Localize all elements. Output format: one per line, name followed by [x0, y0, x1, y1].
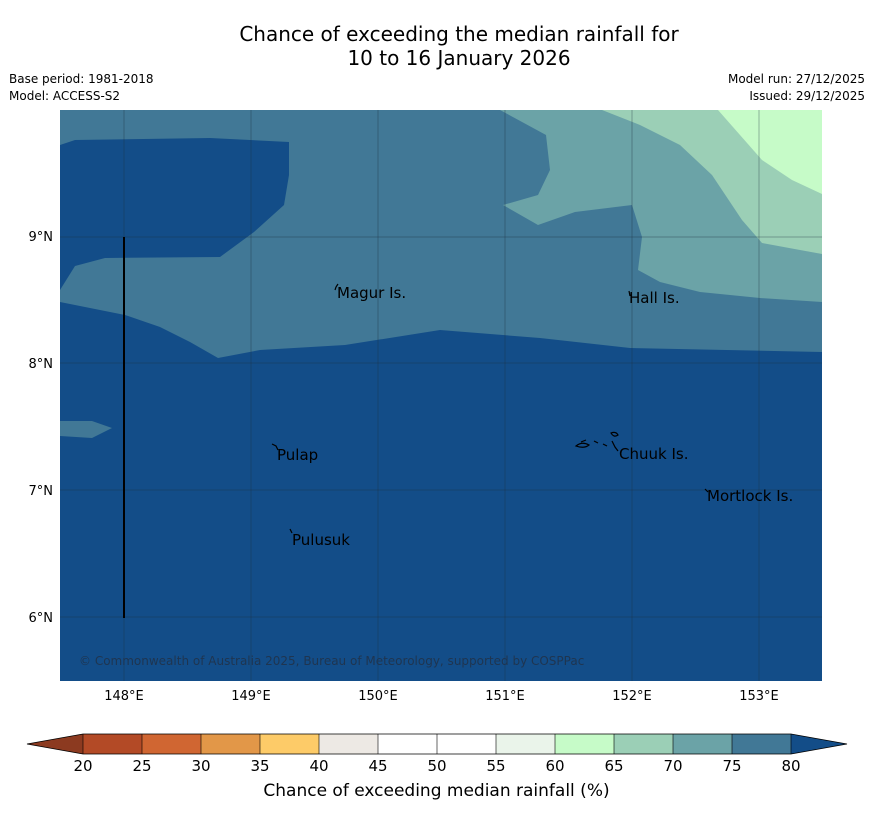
label-hall: Hall Is. — [629, 289, 680, 307]
cb-tick-25: 25 — [132, 757, 151, 775]
lon-label-150: 150°E — [358, 689, 398, 704]
title-line-1: Chance of exceeding the median rainfall … — [239, 22, 679, 46]
model-name: Model: ACCESS-S2 — [9, 89, 121, 103]
lon-label-149: 149°E — [231, 689, 271, 704]
cb-tick-80: 80 — [781, 757, 800, 775]
longitude-labels: 148°E 149°E 150°E 151°E 152°E 153°E — [104, 689, 779, 704]
cb-tick-35: 35 — [250, 757, 269, 775]
colorbar: 20 25 30 35 40 45 50 55 60 65 70 75 80 — [26, 733, 848, 775]
cb-tick-30: 30 — [191, 757, 210, 775]
copyright-notice: © Commonwealth of Australia 2025, Bureau… — [79, 654, 584, 668]
region-75-80-sliver — [60, 421, 112, 438]
lon-label-152: 152°E — [612, 689, 652, 704]
cb-tick-60: 60 — [545, 757, 564, 775]
colorbar-swatch-35-40 — [260, 734, 319, 754]
meta-left: Base period: 1981-2018 Model: ACCESS-S2 — [9, 71, 154, 105]
island-magur — [334, 283, 339, 291]
colorbar-swatch-40-45 — [319, 734, 378, 754]
title-line-2: 10 to 16 January 2026 — [347, 46, 571, 70]
colorbar-swatch-50-55 — [437, 734, 496, 754]
lon-label-153: 153°E — [739, 689, 779, 704]
island-chuuk-group — [574, 431, 619, 452]
region-above-80-south — [60, 302, 822, 681]
region-above-80-north — [60, 138, 289, 290]
island-mortlock — [704, 488, 709, 493]
island-hall — [628, 290, 631, 297]
colorbar-tick-labels: 20 25 30 35 40 45 50 55 60 65 70 75 80 — [73, 757, 800, 775]
label-pulap: Pulap — [277, 446, 318, 464]
cb-tick-40: 40 — [309, 757, 328, 775]
base-period: Base period: 1981-2018 — [9, 72, 154, 86]
lon-label-148: 148°E — [104, 689, 144, 704]
island-pulap — [271, 443, 279, 451]
lat-label-6: 6°N — [29, 611, 54, 626]
cb-tick-70: 70 — [663, 757, 682, 775]
region-60-65 — [718, 110, 822, 194]
islands — [271, 283, 709, 534]
island-pulusuk — [289, 528, 293, 534]
colorbar-swatch-20-25 — [83, 734, 142, 754]
colorbar-swatch-55-60 — [496, 734, 555, 754]
colorbar-extend-high — [791, 734, 847, 754]
lat-label-9: 9°N — [29, 230, 54, 245]
colorbar-swatch-30-35 — [201, 734, 260, 754]
label-chuuk: Chuuk Is. — [619, 445, 688, 463]
meta-right: Model run: 27/12/2025 Issued: 29/12/2025 — [728, 71, 865, 105]
colorbar-swatch-70-75 — [673, 734, 732, 754]
cb-tick-75: 75 — [722, 757, 741, 775]
colorbar-dividers — [82, 734, 792, 754]
map-area: Magur Is. Hall Is. Pulap Chuuk Is. Mortl… — [60, 110, 822, 681]
label-pulusuk: Pulusuk — [292, 531, 350, 549]
label-magur: Magur Is. — [337, 284, 406, 302]
cb-tick-45: 45 — [368, 757, 387, 775]
colorbar-swatch-25-30 — [142, 734, 201, 754]
issued-date: Issued: 29/12/2025 — [749, 89, 865, 103]
lon-label-151: 151°E — [485, 689, 525, 704]
model-run: Model run: 27/12/2025 — [727, 72, 865, 86]
lat-label-7: 7°N — [29, 484, 54, 499]
cb-tick-20: 20 — [73, 757, 92, 775]
colorbar-swatch-60-65 — [555, 734, 614, 754]
lat-label-8: 8°N — [29, 357, 54, 372]
latitude-labels: 9°N 8°N 7°N 6°N — [29, 230, 54, 626]
colorbar-swatch-75-80 — [732, 734, 791, 754]
colorbar-title: Chance of exceeding median rainfall (%) — [263, 781, 610, 801]
colorbar-extend-low — [27, 734, 83, 754]
cb-tick-55: 55 — [486, 757, 505, 775]
colorbar-swatch-65-70 — [614, 734, 673, 754]
map-title: Chance of exceeding the median rainfall … — [0, 22, 873, 70]
colorbar-swatch-45-50 — [378, 734, 437, 754]
label-mortlock: Mortlock Is. — [707, 487, 793, 505]
cb-tick-50: 50 — [427, 757, 446, 775]
cb-tick-65: 65 — [604, 757, 623, 775]
